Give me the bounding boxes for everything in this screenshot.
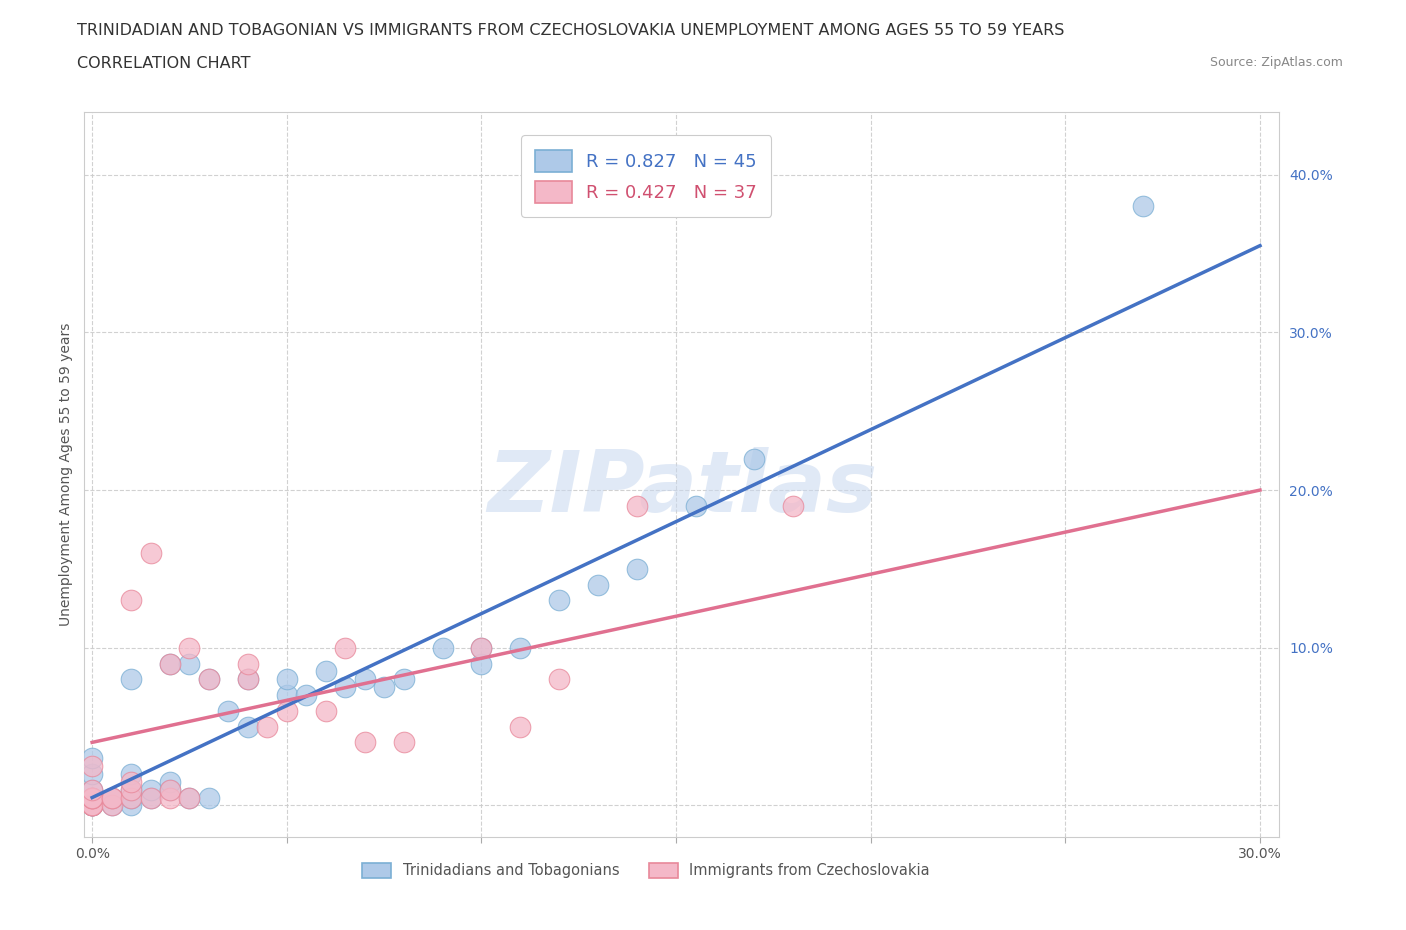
Text: TRINIDADIAN AND TOBAGONIAN VS IMMIGRANTS FROM CZECHOSLOVAKIA UNEMPLOYMENT AMONG : TRINIDADIAN AND TOBAGONIAN VS IMMIGRANTS… bbox=[77, 23, 1064, 38]
Point bbox=[509, 719, 531, 734]
Point bbox=[392, 671, 415, 686]
Point bbox=[139, 790, 162, 805]
Text: CORRELATION CHART: CORRELATION CHART bbox=[77, 56, 250, 71]
Point bbox=[120, 790, 142, 805]
Point bbox=[120, 671, 142, 686]
Point bbox=[198, 671, 221, 686]
Point bbox=[179, 656, 201, 671]
Point bbox=[392, 735, 415, 750]
Point bbox=[295, 687, 318, 702]
Point bbox=[353, 671, 375, 686]
Point bbox=[100, 790, 122, 805]
Point bbox=[236, 719, 259, 734]
Point bbox=[82, 798, 104, 813]
Point bbox=[159, 782, 181, 797]
Point bbox=[82, 798, 104, 813]
Point bbox=[626, 562, 648, 577]
Point bbox=[159, 656, 181, 671]
Point bbox=[82, 790, 104, 805]
Point bbox=[82, 766, 104, 781]
Point bbox=[217, 703, 239, 718]
Point bbox=[82, 751, 104, 765]
Point bbox=[82, 798, 104, 813]
Point bbox=[509, 641, 531, 656]
Text: ZIPatlas: ZIPatlas bbox=[486, 447, 877, 530]
Y-axis label: Unemployment Among Ages 55 to 59 years: Unemployment Among Ages 55 to 59 years bbox=[59, 323, 73, 626]
Point bbox=[742, 451, 765, 466]
Point bbox=[159, 782, 181, 797]
Point bbox=[120, 775, 142, 790]
Point bbox=[82, 790, 104, 805]
Point bbox=[100, 798, 122, 813]
Text: Source: ZipAtlas.com: Source: ZipAtlas.com bbox=[1209, 56, 1343, 69]
Point bbox=[236, 656, 259, 671]
Point bbox=[159, 775, 181, 790]
Point bbox=[100, 790, 122, 805]
Point bbox=[276, 687, 298, 702]
Point bbox=[315, 664, 337, 679]
Point bbox=[82, 790, 104, 805]
Point bbox=[315, 703, 337, 718]
Point bbox=[120, 782, 142, 797]
Point bbox=[198, 790, 221, 805]
Point bbox=[120, 593, 142, 608]
Point bbox=[548, 671, 571, 686]
Point bbox=[1132, 199, 1154, 214]
Point bbox=[432, 641, 454, 656]
Point bbox=[626, 498, 648, 513]
Point bbox=[82, 790, 104, 805]
Point bbox=[82, 790, 104, 805]
Point bbox=[139, 790, 162, 805]
Point bbox=[373, 680, 395, 695]
Point bbox=[236, 671, 259, 686]
Point bbox=[82, 759, 104, 774]
Point bbox=[548, 593, 571, 608]
Point bbox=[470, 641, 492, 656]
Point bbox=[139, 782, 162, 797]
Point bbox=[179, 790, 201, 805]
Point bbox=[120, 790, 142, 805]
Point bbox=[82, 782, 104, 797]
Point bbox=[82, 798, 104, 813]
Point bbox=[120, 782, 142, 797]
Point bbox=[82, 798, 104, 813]
Point bbox=[139, 546, 162, 561]
Point bbox=[82, 798, 104, 813]
Point bbox=[586, 578, 609, 592]
Point bbox=[470, 656, 492, 671]
Point bbox=[179, 641, 201, 656]
Point bbox=[335, 641, 357, 656]
Point bbox=[276, 703, 298, 718]
Point bbox=[179, 790, 201, 805]
Point bbox=[335, 680, 357, 695]
Point bbox=[120, 798, 142, 813]
Point bbox=[198, 671, 221, 686]
Point bbox=[100, 790, 122, 805]
Legend: Trinidadians and Tobagonians, Immigrants from Czechoslovakia: Trinidadians and Tobagonians, Immigrants… bbox=[356, 857, 936, 884]
Point bbox=[276, 671, 298, 686]
Point bbox=[82, 782, 104, 797]
Point bbox=[256, 719, 278, 734]
Point bbox=[100, 798, 122, 813]
Point bbox=[782, 498, 804, 513]
Point bbox=[236, 671, 259, 686]
Point bbox=[82, 798, 104, 813]
Point bbox=[685, 498, 707, 513]
Point bbox=[120, 766, 142, 781]
Point bbox=[159, 790, 181, 805]
Point bbox=[470, 641, 492, 656]
Point bbox=[353, 735, 375, 750]
Point bbox=[159, 656, 181, 671]
